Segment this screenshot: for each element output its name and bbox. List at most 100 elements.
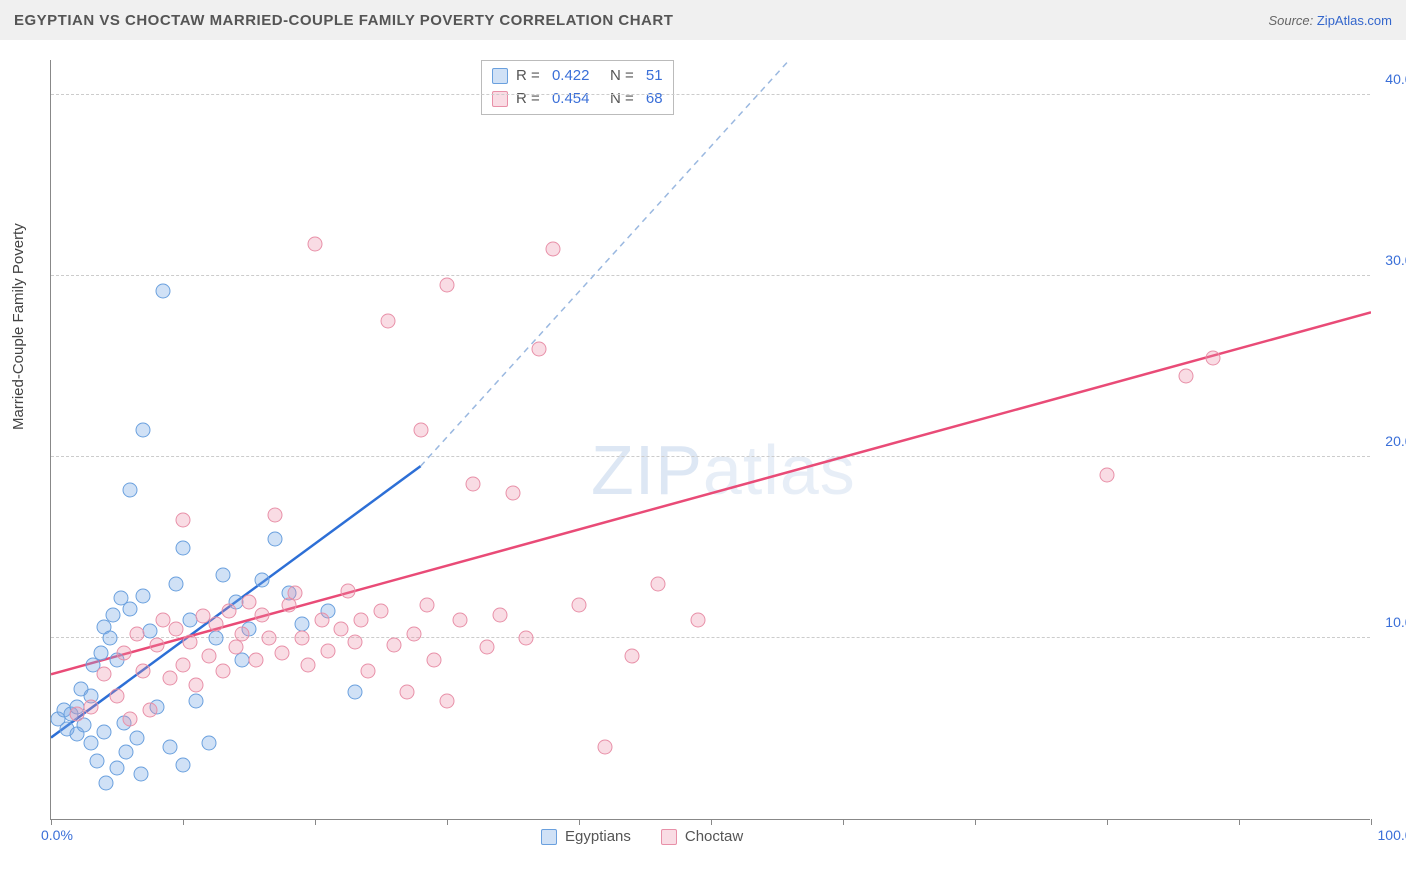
x-tick — [1239, 819, 1240, 825]
point-choctaw — [354, 612, 369, 627]
gridline-h — [51, 94, 1370, 95]
point-choctaw — [143, 703, 158, 718]
r-value: 0.422 — [552, 65, 590, 88]
point-choctaw — [123, 712, 138, 727]
point-egyptians — [133, 766, 148, 781]
point-choctaw — [209, 616, 224, 631]
n-label: N = — [597, 88, 637, 111]
watermark-light: atlas — [703, 431, 856, 509]
x-tick — [1107, 819, 1108, 825]
y-tick-label: 30.0% — [1385, 252, 1406, 268]
point-egyptians — [136, 589, 151, 604]
source-text: Source: ZipAtlas.com — [1268, 13, 1392, 28]
trendline-choctaw — [51, 312, 1371, 674]
x-tick — [843, 819, 844, 825]
point-egyptians — [103, 631, 118, 646]
point-egyptians — [129, 730, 144, 745]
point-choctaw — [275, 645, 290, 660]
point-egyptians — [162, 739, 177, 754]
point-choctaw — [308, 236, 323, 251]
legend-swatch — [661, 829, 677, 845]
point-choctaw — [169, 622, 184, 637]
point-choctaw — [129, 627, 144, 642]
point-choctaw — [506, 486, 521, 501]
point-egyptians — [169, 576, 184, 591]
x-tick — [315, 819, 316, 825]
point-choctaw — [136, 663, 151, 678]
point-egyptians — [176, 757, 191, 772]
point-choctaw — [268, 508, 283, 523]
point-choctaw — [189, 678, 204, 693]
point-egyptians — [189, 694, 204, 709]
point-choctaw — [466, 477, 481, 492]
x-tick — [51, 819, 52, 825]
point-choctaw — [261, 631, 276, 646]
n-value: 51 — [646, 65, 663, 88]
point-egyptians — [294, 616, 309, 631]
point-choctaw — [651, 576, 666, 591]
point-egyptians — [347, 685, 362, 700]
point-choctaw — [110, 688, 125, 703]
point-choctaw — [294, 631, 309, 646]
plot-area: ZIPatlas R = 0.422 N = 51R = 0.454 N = 6… — [50, 60, 1370, 820]
point-egyptians — [268, 531, 283, 546]
point-choctaw — [380, 314, 395, 329]
legend-stat-row: R = 0.422 N = 51 — [492, 65, 663, 88]
n-value: 68 — [646, 88, 663, 111]
point-choctaw — [532, 341, 547, 356]
x-tick — [447, 819, 448, 825]
legend-swatch — [492, 68, 508, 84]
point-choctaw — [407, 627, 422, 642]
point-choctaw — [420, 598, 435, 613]
y-tick-label: 20.0% — [1385, 433, 1406, 449]
point-choctaw — [116, 645, 131, 660]
legend-label: Egyptians — [565, 828, 631, 845]
point-choctaw — [545, 242, 560, 257]
y-tick-label: 40.0% — [1385, 71, 1406, 87]
point-egyptians — [176, 540, 191, 555]
x-tick — [579, 819, 580, 825]
point-choctaw — [492, 607, 507, 622]
point-choctaw — [413, 422, 428, 437]
point-choctaw — [374, 603, 389, 618]
x-label-left: 0.0% — [41, 827, 73, 843]
point-egyptians — [96, 725, 111, 740]
legend-series: EgyptiansChoctaw — [541, 828, 743, 845]
point-choctaw — [301, 658, 316, 673]
point-egyptians — [106, 607, 121, 622]
point-egyptians — [90, 754, 105, 769]
x-tick — [183, 819, 184, 825]
point-choctaw — [255, 607, 270, 622]
point-choctaw — [314, 612, 329, 627]
point-choctaw — [360, 663, 375, 678]
point-choctaw — [83, 699, 98, 714]
r-label: R = — [516, 65, 544, 88]
point-egyptians — [99, 775, 114, 790]
point-choctaw — [321, 643, 336, 658]
point-egyptians — [123, 482, 138, 497]
point-choctaw — [1205, 350, 1220, 365]
y-tick-label: 10.0% — [1385, 614, 1406, 630]
point-egyptians — [94, 645, 109, 660]
legend-swatch — [541, 829, 557, 845]
n-label: N = — [597, 65, 637, 88]
source-link[interactable]: ZipAtlas.com — [1317, 13, 1392, 28]
point-choctaw — [182, 634, 197, 649]
point-choctaw — [341, 584, 356, 599]
point-egyptians — [156, 283, 171, 298]
y-axis-title: Married-Couple Family Poverty — [10, 223, 27, 430]
point-egyptians — [255, 573, 270, 588]
point-choctaw — [479, 640, 494, 655]
point-egyptians — [202, 736, 217, 751]
point-choctaw — [235, 627, 250, 642]
gridline-h — [51, 275, 1370, 276]
point-egyptians — [123, 602, 138, 617]
legend-stat-row: R = 0.454 N = 68 — [492, 88, 663, 111]
x-tick — [711, 819, 712, 825]
watermark: ZIPatlas — [591, 430, 856, 510]
point-egyptians — [136, 422, 151, 437]
x-tick — [975, 819, 976, 825]
point-choctaw — [215, 663, 230, 678]
watermark-bold: ZIP — [591, 431, 703, 509]
point-choctaw — [1100, 468, 1115, 483]
